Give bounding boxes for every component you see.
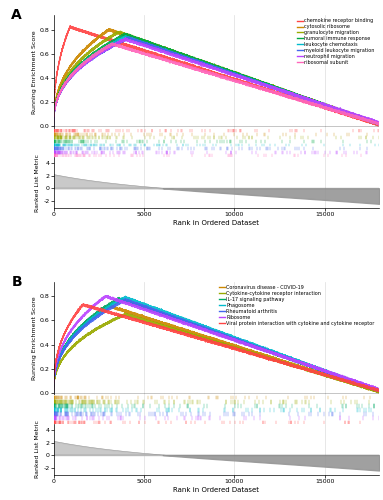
Legend: Coronavirus disease - COVID-19, Cytokine-cytokine receptor interaction, IL-17 si: Coronavirus disease - COVID-19, Cytokine… — [217, 283, 377, 328]
Y-axis label: Running Enrichment Score: Running Enrichment Score — [32, 30, 37, 114]
Legend: chemokine receptor binding, cytosolic ribosome, granulocyte migration, humoral i: chemokine receptor binding, cytosolic ri… — [295, 16, 377, 67]
X-axis label: Rank in Ordered Dataset: Rank in Ordered Dataset — [173, 220, 259, 226]
Y-axis label: Running Enrichment Score: Running Enrichment Score — [32, 297, 37, 380]
X-axis label: Rank in Ordered Dataset: Rank in Ordered Dataset — [173, 487, 259, 493]
Y-axis label: Ranked List Metric: Ranked List Metric — [35, 420, 41, 478]
Text: A: A — [11, 8, 22, 22]
Text: B: B — [11, 275, 22, 289]
Y-axis label: Ranked List Metric: Ranked List Metric — [35, 154, 41, 212]
